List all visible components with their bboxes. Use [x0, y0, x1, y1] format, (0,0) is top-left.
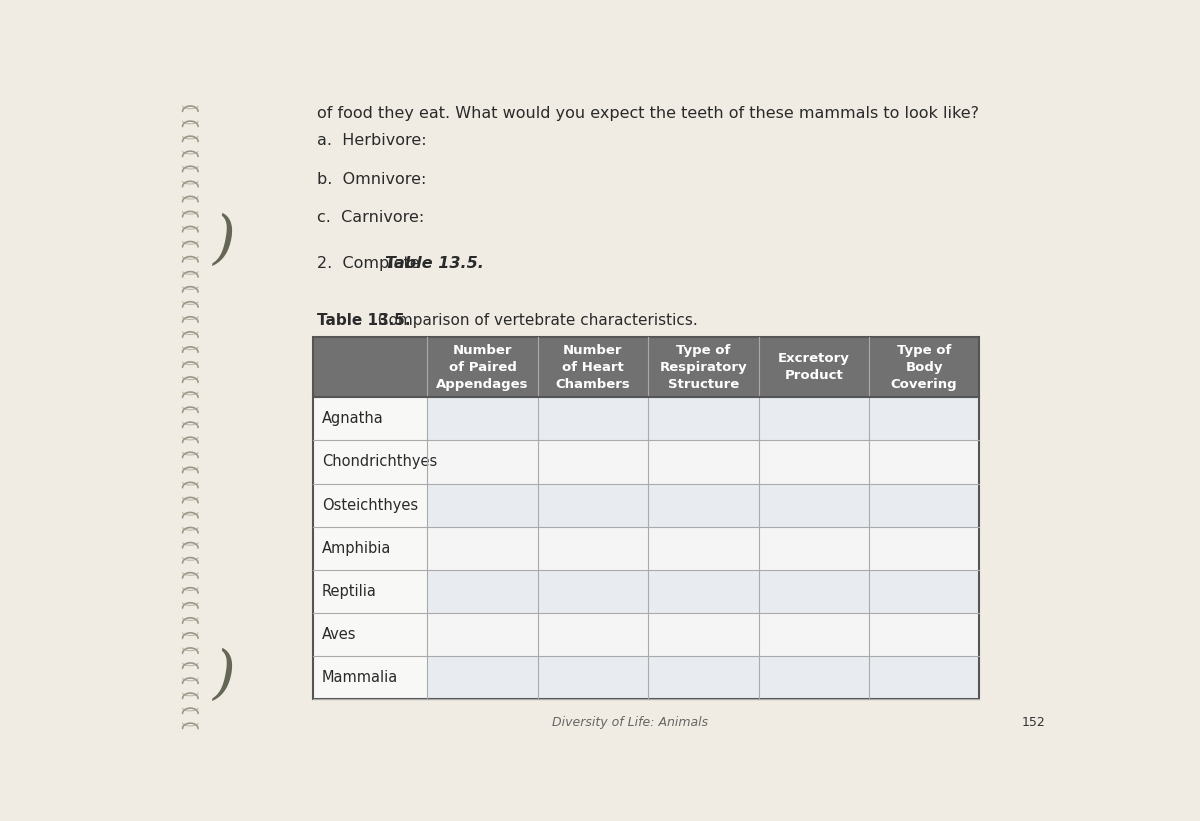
Text: Number
of Heart
Chambers: Number of Heart Chambers: [556, 344, 630, 391]
Text: Mammalia: Mammalia: [322, 670, 398, 685]
Bar: [313, 656, 427, 699]
Bar: [758, 526, 869, 570]
Text: Table 13.5.: Table 13.5.: [385, 256, 484, 272]
Bar: [648, 484, 758, 526]
Bar: [313, 397, 427, 440]
Text: of food they eat. What would you expect the teeth of these mammals to look like?: of food they eat. What would you expect …: [317, 106, 979, 122]
Text: Comparison of vertebrate characteristics.: Comparison of vertebrate characteristics…: [373, 313, 698, 328]
Bar: [758, 440, 869, 484]
Bar: [538, 526, 648, 570]
Bar: [427, 526, 538, 570]
Bar: [758, 656, 869, 699]
Bar: [869, 440, 979, 484]
Bar: [427, 484, 538, 526]
Bar: [869, 570, 979, 613]
Text: ): ): [212, 648, 235, 704]
Text: Excretory
Product: Excretory Product: [778, 352, 850, 383]
Bar: [538, 613, 648, 656]
Bar: [427, 613, 538, 656]
Bar: [648, 397, 758, 440]
Text: Type of
Body
Covering: Type of Body Covering: [890, 344, 958, 391]
Bar: [869, 484, 979, 526]
Bar: [313, 526, 427, 570]
Bar: [313, 484, 427, 526]
Bar: [538, 440, 648, 484]
Bar: [313, 570, 427, 613]
Text: Agnatha: Agnatha: [322, 411, 384, 426]
Text: ): ): [212, 213, 235, 269]
Text: Aves: Aves: [322, 627, 356, 642]
Bar: [313, 337, 979, 397]
Bar: [869, 656, 979, 699]
Bar: [758, 397, 869, 440]
Bar: [648, 440, 758, 484]
Bar: [758, 484, 869, 526]
Text: Osteichthyes: Osteichthyes: [322, 498, 418, 512]
Text: Number
of Paired
Appendages: Number of Paired Appendages: [437, 344, 529, 391]
Text: Reptilia: Reptilia: [322, 584, 377, 599]
Text: Chondrichthyes: Chondrichthyes: [322, 455, 437, 470]
Text: 2.  Complete: 2. Complete: [317, 256, 425, 272]
Bar: [538, 484, 648, 526]
Text: a.  Herbivore:: a. Herbivore:: [317, 133, 426, 148]
Text: b.  Omnivore:: b. Omnivore:: [317, 172, 426, 186]
Bar: [869, 397, 979, 440]
Text: c.  Carnivore:: c. Carnivore:: [317, 210, 424, 225]
Bar: [313, 440, 427, 484]
Bar: [427, 570, 538, 613]
Bar: [869, 526, 979, 570]
Bar: [648, 613, 758, 656]
Bar: [648, 526, 758, 570]
Bar: [427, 440, 538, 484]
Text: Table 13.5.: Table 13.5.: [317, 313, 410, 328]
Bar: [648, 656, 758, 699]
Text: Diversity of Life: Animals: Diversity of Life: Animals: [552, 716, 708, 729]
Bar: [538, 397, 648, 440]
Bar: [758, 613, 869, 656]
Bar: [758, 570, 869, 613]
Bar: [648, 570, 758, 613]
Text: Amphibia: Amphibia: [322, 541, 391, 556]
Bar: [538, 656, 648, 699]
Bar: [427, 656, 538, 699]
Bar: [427, 397, 538, 440]
Bar: [538, 570, 648, 613]
Text: Type of
Respiratory
Structure: Type of Respiratory Structure: [660, 344, 748, 391]
Bar: [869, 613, 979, 656]
Bar: [313, 337, 979, 699]
Bar: [313, 613, 427, 656]
Text: 152: 152: [1021, 716, 1045, 729]
